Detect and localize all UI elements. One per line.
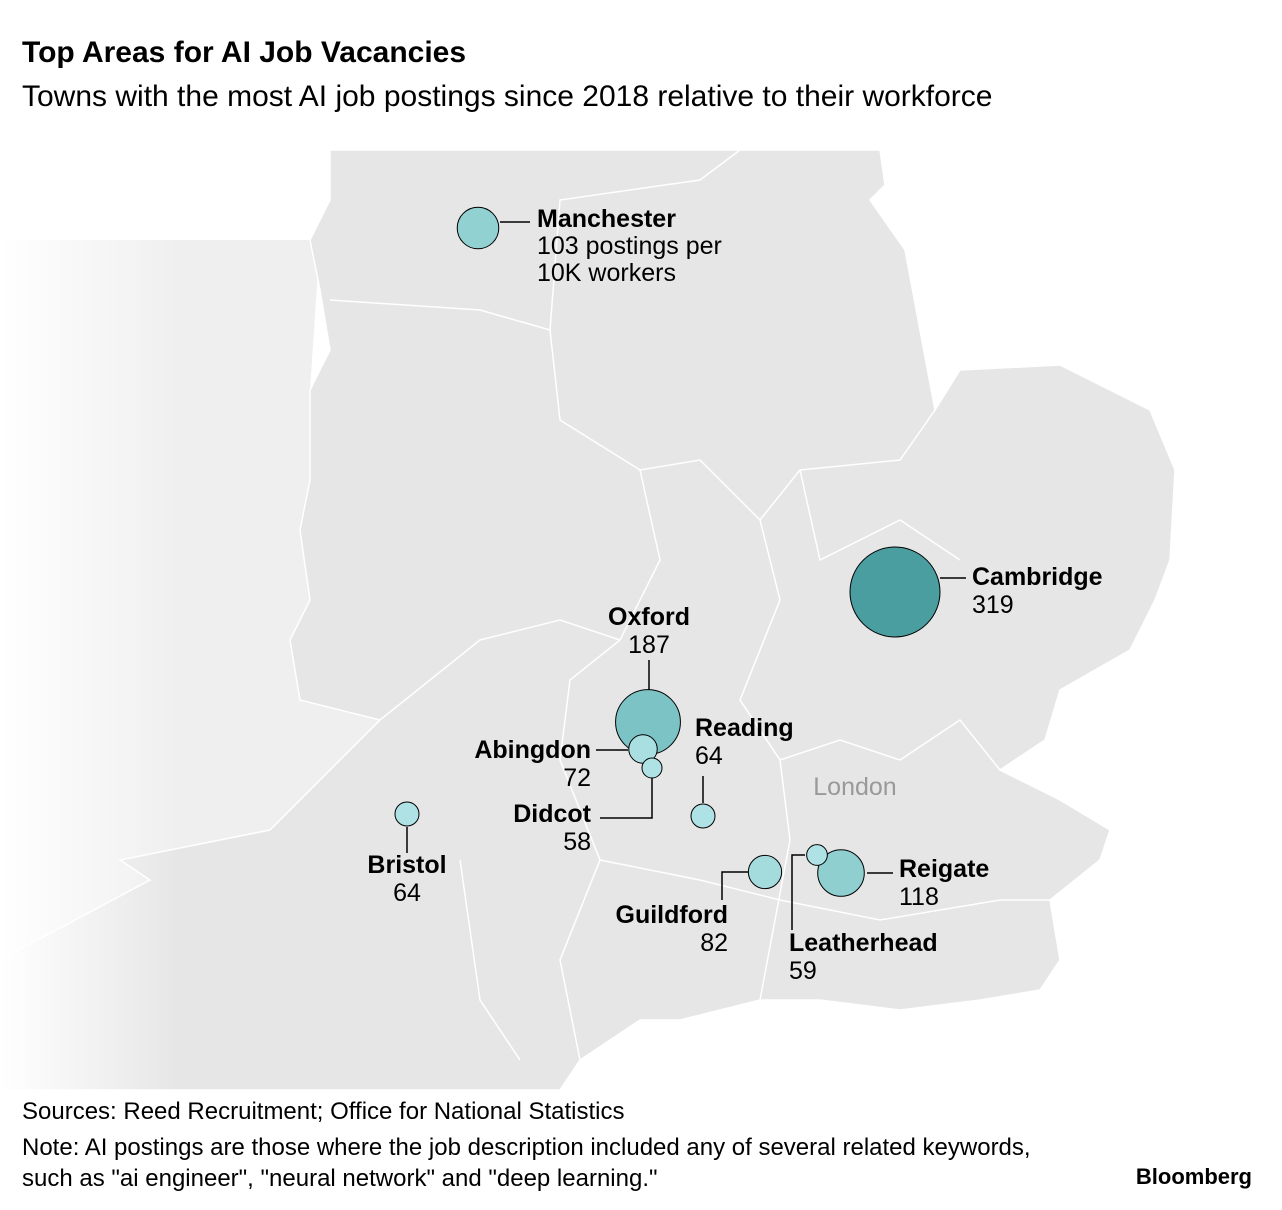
sources: Sources: Reed Recruitment; Office for Na… [22,1098,625,1125]
city-name: Bristol [367,851,447,879]
bubble [849,546,941,638]
city-name: Leatherhead [789,929,938,957]
value-label: 103 postings per 10K workers [537,232,722,287]
city-name: Didcot [513,800,591,828]
bubble [641,757,663,779]
city-name: Guildford [615,901,728,929]
value-label: 82 [700,929,728,957]
fade [0,140,180,1100]
value-label: 58 [563,828,591,856]
borders [329,149,1050,1061]
note: Note: AI postings are those where the jo… [22,1134,1031,1192]
city-name: Oxford [608,603,690,631]
leader-line [721,871,748,900]
city-name: Reading [695,714,794,742]
leader-line [791,854,805,930]
city-name: Reigate [899,855,990,883]
england [0,149,1176,1091]
title: Top Areas for AI Job Vacancies [22,36,467,69]
bubble [747,854,783,890]
bubble [456,206,500,250]
value-label: 59 [789,957,817,985]
city-name: Manchester [537,205,676,233]
city-name: Abingdon [474,736,591,764]
value-label: 64 [695,742,723,770]
city-name: Cambridge [972,563,1103,591]
map-label: London [813,773,897,801]
value-label: 64 [393,879,421,907]
value-label: 187 [628,631,670,659]
subtitle: Towns with the most AI job postings sinc… [22,80,993,113]
brand: Bloomberg [1135,1164,1252,1189]
bubble [394,801,420,827]
value-label: 72 [563,764,591,792]
bubble [690,803,716,829]
value-label: 118 [899,883,939,911]
bubble [806,844,828,866]
value-label: 319 [972,591,1014,619]
leader-line [600,778,653,819]
bubble [817,849,865,897]
